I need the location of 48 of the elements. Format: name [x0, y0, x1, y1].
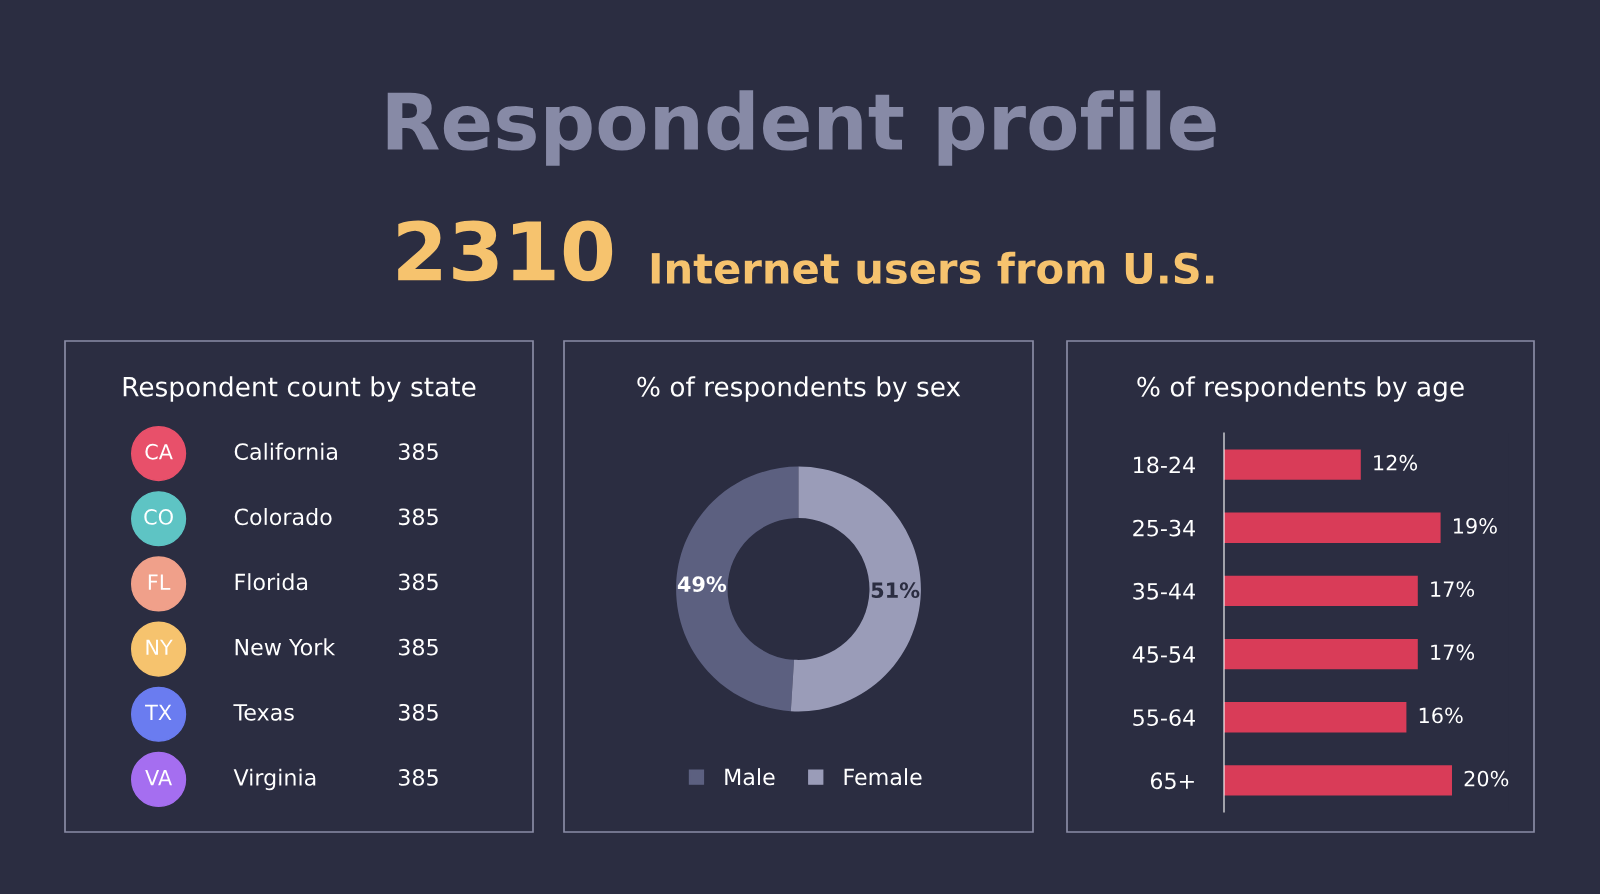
category-label: Colorado	[234, 508, 332, 526]
bar	[1224, 449, 1361, 480]
bar	[1224, 702, 1407, 733]
data-label: 385	[398, 638, 438, 656]
data-label: 51%	[871, 582, 920, 599]
legend-label: Male	[725, 768, 775, 786]
bar	[1224, 638, 1418, 670]
data-label: 20%	[1464, 770, 1509, 787]
data-label: 385	[398, 443, 438, 461]
y-tick-label: 35-44	[1133, 582, 1195, 600]
data-label: 49%	[677, 576, 727, 593]
y-tick-label: 18-24	[1134, 456, 1195, 474]
y-tick-label: 55-64	[1133, 709, 1195, 727]
category-label: Florida	[235, 573, 308, 591]
text: VA	[145, 769, 173, 786]
data-label: 16%	[1419, 707, 1463, 724]
data-label: 385	[398, 508, 438, 526]
text: Respondent profile	[387, 90, 1216, 166]
category-label: New York	[235, 638, 336, 656]
legend-label: Female	[844, 768, 922, 786]
category-label: Texas	[233, 704, 294, 721]
chart-title: % of respondents by age	[1137, 376, 1464, 402]
data-label: 385	[398, 703, 438, 721]
text: 2310	[398, 220, 613, 282]
text: Internet users from U.S.	[651, 251, 1214, 285]
bar	[1224, 512, 1441, 543]
data-label: 12%	[1374, 454, 1418, 471]
data-label: 19%	[1454, 518, 1497, 534]
bar	[1224, 765, 1452, 796]
data-label: 17%	[1431, 581, 1475, 597]
text: CA	[145, 443, 173, 460]
category-label: California	[234, 442, 337, 461]
data-label: 385	[398, 769, 438, 786]
category-label: Virginia	[233, 768, 316, 791]
data-label: 17%	[1431, 644, 1475, 661]
data-label: 385	[398, 573, 438, 591]
donut-slice	[676, 466, 799, 712]
text: FL	[148, 574, 171, 590]
chart-title: % of respondents by sex	[637, 376, 961, 402]
text: CO	[144, 509, 173, 525]
y-tick-label: 25-34	[1133, 519, 1195, 537]
text: TX	[145, 704, 172, 720]
y-tick-label: 65+	[1150, 772, 1194, 790]
y-tick-label: 45-54	[1132, 646, 1195, 663]
bar	[1224, 575, 1418, 607]
text: NY	[146, 639, 173, 655]
text: Respondent count by state	[123, 376, 476, 402]
donut-slice	[790, 466, 921, 712]
